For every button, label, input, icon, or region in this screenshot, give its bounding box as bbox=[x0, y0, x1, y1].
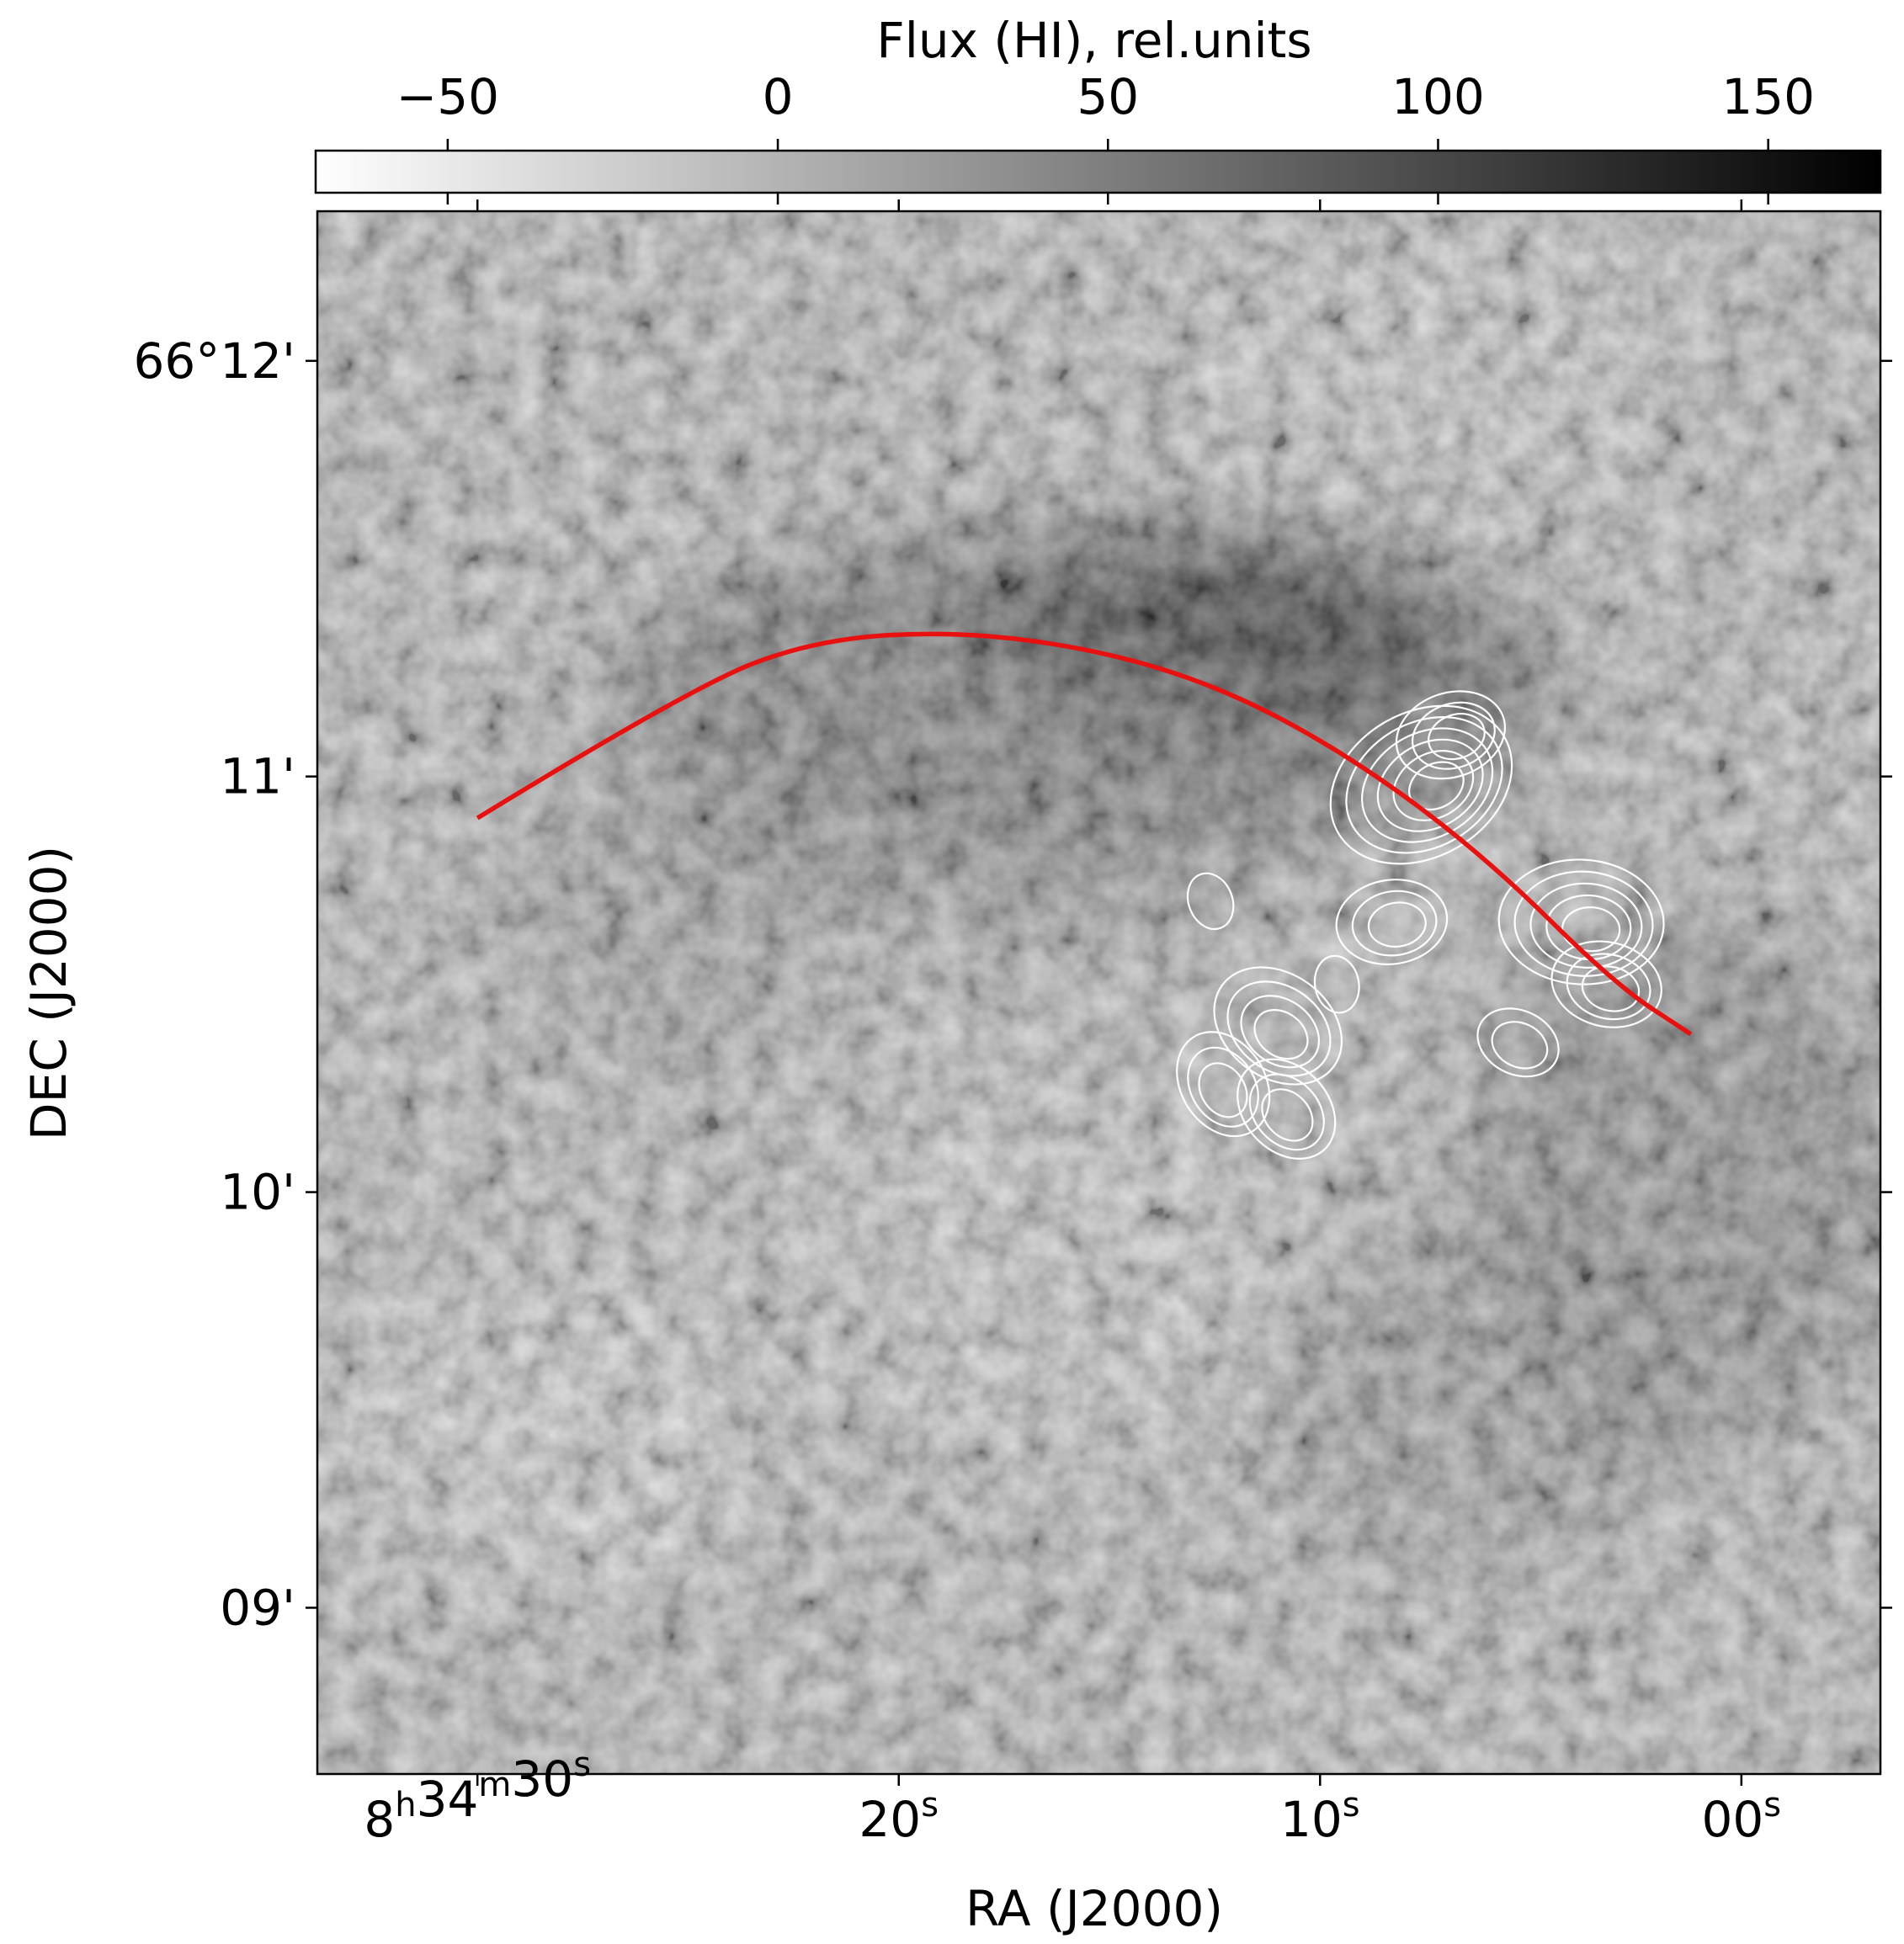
contour-level bbox=[1187, 1046, 1259, 1128]
contour-level bbox=[1566, 953, 1651, 1021]
contour-level bbox=[1240, 995, 1321, 1069]
colorbar-label: Flux (HI), rel.units bbox=[876, 12, 1311, 69]
colorbar-ticks: −50 0 50 100 150 bbox=[396, 68, 1815, 204]
contour-level bbox=[1545, 894, 1632, 961]
y-tick-label: 11' bbox=[220, 748, 295, 805]
contour-level bbox=[1248, 1073, 1325, 1151]
colorbar-tick-label: 50 bbox=[1077, 68, 1139, 125]
contour-level bbox=[1497, 858, 1665, 985]
contour-level bbox=[1226, 980, 1332, 1077]
contour-level bbox=[1351, 890, 1438, 957]
contour-level bbox=[1253, 1009, 1309, 1060]
hi-flux-image bbox=[317, 211, 1880, 1774]
y-tick-label: 10' bbox=[220, 1164, 295, 1221]
y-tick-label: 09' bbox=[220, 1579, 295, 1636]
contour-level bbox=[1261, 1088, 1314, 1142]
contour-level bbox=[1186, 872, 1235, 931]
x-tick-label: 10s bbox=[1280, 1786, 1360, 1848]
contour-level bbox=[1176, 1031, 1271, 1138]
contour-level bbox=[1395, 690, 1507, 780]
contour-level bbox=[1335, 879, 1449, 965]
contour-level bbox=[1476, 1007, 1560, 1078]
contour-level bbox=[1513, 870, 1654, 977]
x-axis-label: RA (J2000) bbox=[965, 1880, 1223, 1937]
contour-level bbox=[1529, 882, 1643, 969]
colorbar-tick-label: −50 bbox=[396, 68, 499, 125]
colorbar-tick-label: 150 bbox=[1721, 68, 1815, 125]
y-axis-label: DEC (J2000) bbox=[20, 846, 77, 1140]
contour-level bbox=[1198, 1062, 1248, 1118]
contour-level bbox=[1213, 966, 1343, 1086]
contour-overlay bbox=[1176, 690, 1665, 1160]
contour-level bbox=[1367, 901, 1427, 948]
contour-level bbox=[1561, 906, 1621, 953]
y-tick-label: 66°12' bbox=[133, 332, 295, 390]
x-ticks: 8h34m30s 20s 10s 00s bbox=[364, 199, 1781, 1848]
contour-level bbox=[1491, 1021, 1549, 1070]
colorbar-gradient bbox=[314, 149, 1882, 194]
x-tick-label: 20s bbox=[859, 1786, 939, 1848]
contour-level bbox=[1313, 954, 1360, 1014]
contour-level bbox=[1550, 940, 1662, 1028]
plot-area: 8h34m30s 20s 10s 00s 66°12' 11' 10' 09' RA (J2… bbox=[20, 199, 1892, 1937]
x-tick-label: 00s bbox=[1701, 1786, 1781, 1848]
contour-level bbox=[1581, 965, 1641, 1012]
contour-level bbox=[1345, 716, 1503, 854]
x-tick-label: 8h34m30s bbox=[364, 1745, 591, 1848]
contour-level bbox=[1411, 701, 1496, 770]
contour-level bbox=[1428, 713, 1486, 761]
colorbar: Flux (HI), rel.units −50 0 50 100 150 bbox=[314, 12, 1882, 204]
colorbar-tick-label: 100 bbox=[1391, 68, 1485, 125]
arc-line bbox=[476, 631, 1693, 1037]
colorbar-tick-label: 0 bbox=[763, 68, 794, 125]
y-ticks: 66°12' 11' 10' 09' bbox=[133, 332, 1892, 1636]
plot-frame bbox=[316, 210, 1882, 1776]
